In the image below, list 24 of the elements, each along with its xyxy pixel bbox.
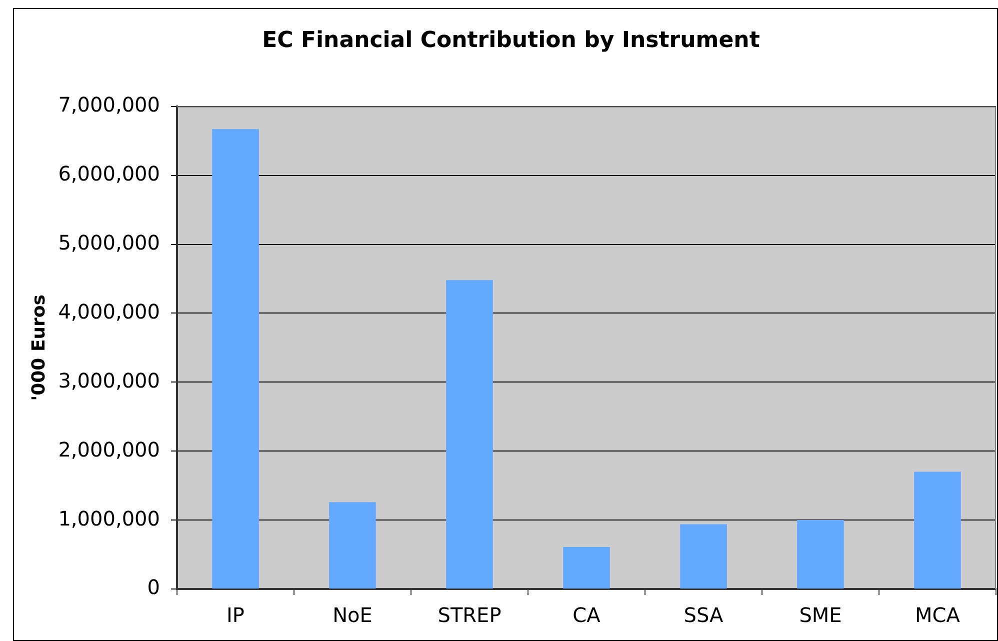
y-tick-label: 7,000,000 <box>58 92 160 117</box>
y-tick-label: 4,000,000 <box>58 299 160 324</box>
bar <box>563 546 610 588</box>
x-tick-label: SME <box>799 603 842 628</box>
bar <box>914 472 961 588</box>
y-tick-label: 5,000,000 <box>58 230 160 254</box>
x-tick-label: NoE <box>332 603 372 628</box>
y-tick-label: 2,000,000 <box>58 437 160 462</box>
chart-title: EC Financial Contribution by Instrument <box>262 28 760 53</box>
bar <box>680 524 727 588</box>
bar <box>212 129 259 588</box>
x-tick-label: CA <box>572 603 601 628</box>
x-tick-label: SSA <box>684 603 724 628</box>
x-tick-label: MCA <box>915 603 960 628</box>
bar <box>329 502 376 588</box>
x-tick-label: STREP <box>438 603 502 628</box>
y-tick-label: 6,000,000 <box>58 162 160 186</box>
y-tick-label: 1,000,000 <box>58 506 160 530</box>
y-tick-label: 3,000,000 <box>58 368 160 392</box>
y-tick-label: 0 <box>147 575 160 600</box>
x-tick-label: IP <box>226 603 244 628</box>
y-axis-title: '000 Euros <box>28 294 50 401</box>
bar <box>446 280 493 588</box>
bar <box>797 520 844 588</box>
